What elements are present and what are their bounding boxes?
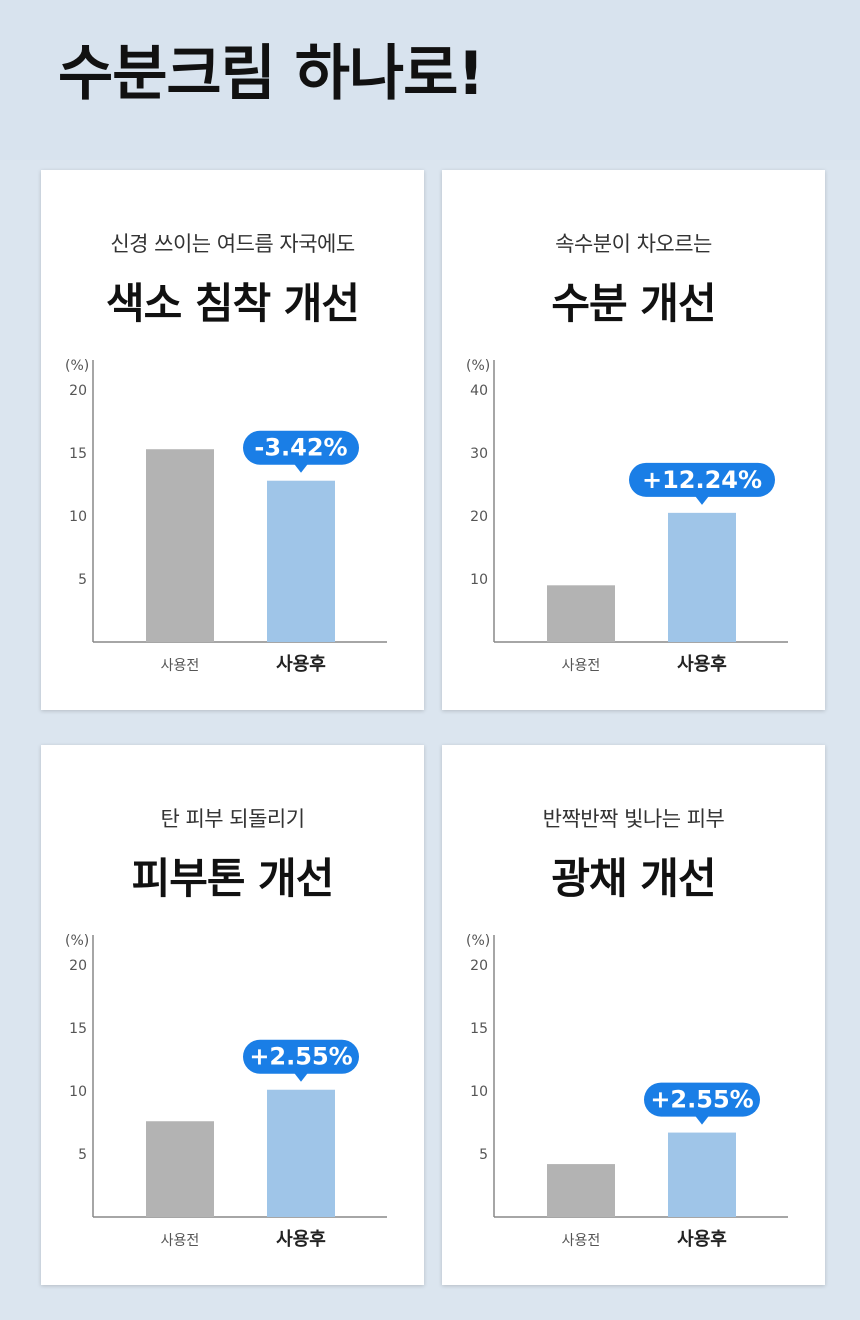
card-subtitle: 신경 쓰이는 여드름 자국에도 xyxy=(110,232,355,256)
bar-chart: (%) 10 20 30 40 사용전 사용후 +12.24% xyxy=(466,358,788,675)
card-subtitle: 반짝반짝 빛나는 피부 xyxy=(542,807,725,831)
y-tick-label: 5 xyxy=(479,1147,488,1163)
y-unit-label: (%) xyxy=(466,358,490,374)
y-unit-label: (%) xyxy=(466,933,490,949)
change-badge-label: -3.42% xyxy=(254,434,347,462)
bar-chart: (%) 5 10 15 20 사용전 사용후 +2.55% xyxy=(65,933,387,1250)
page-title: 수분크림 하나로! xyxy=(58,39,485,109)
badge-pointer xyxy=(695,1115,709,1125)
change-badge-label: +12.24% xyxy=(642,466,762,494)
chart-card-skintone: 탄 피부 되돌리기 피부톤 개선 (%) 5 10 15 20 사용전 사용후 +2.55% xyxy=(41,745,424,1285)
bar-after xyxy=(668,512,736,642)
bar-before xyxy=(547,585,615,642)
y-tick-label: 20 xyxy=(69,958,87,974)
bar-chart: (%) 5 10 15 20 사용전 사용후 -3.42% xyxy=(65,358,387,675)
y-tick-label: 20 xyxy=(470,958,488,974)
card-title: 피부톤 개선 xyxy=(131,854,335,903)
y-tick-label: 10 xyxy=(470,1084,488,1100)
bar-after xyxy=(267,1089,335,1217)
y-tick-label: 20 xyxy=(470,509,488,525)
y-unit-label: (%) xyxy=(65,933,89,949)
y-tick-label: 30 xyxy=(470,446,488,462)
y-tick-label: 40 xyxy=(470,383,488,399)
change-badge xyxy=(243,1039,359,1074)
bar-before xyxy=(146,449,214,642)
y-tick-label: 10 xyxy=(470,572,488,588)
change-badge xyxy=(644,1082,760,1117)
bar-after xyxy=(668,1132,736,1217)
bar-after xyxy=(267,480,335,642)
card-title: 색소 침착 개선 xyxy=(105,279,360,328)
x-category-label: 사용전 xyxy=(161,658,200,674)
x-category-label: 사용전 xyxy=(161,1233,200,1249)
bar-before xyxy=(146,1121,214,1217)
change-badge xyxy=(629,462,775,497)
x-category-label: 사용전 xyxy=(562,1233,601,1249)
badge-pointer xyxy=(294,1072,308,1082)
x-category-label: 사용후 xyxy=(677,1229,727,1250)
y-tick-label: 15 xyxy=(69,1021,87,1037)
change-badge xyxy=(243,430,359,465)
y-tick-label: 5 xyxy=(78,572,87,588)
y-unit-label: (%) xyxy=(65,358,89,374)
badge-pointer xyxy=(294,463,308,473)
y-tick-label: 10 xyxy=(69,1084,87,1100)
chart-card-moisture: 속수분이 차오르는 수분 개선 (%) 10 20 30 40 사용전 사용후 +12.24% xyxy=(442,170,825,710)
card-subtitle: 탄 피부 되돌리기 xyxy=(160,807,305,831)
card-title: 수분 개선 xyxy=(551,279,716,328)
card-subtitle: 속수분이 차오르는 xyxy=(555,232,712,256)
header: 수분크림 하나로! xyxy=(0,0,860,160)
y-tick-label: 20 xyxy=(69,383,87,399)
bar-before xyxy=(547,1164,615,1217)
chart-card-pigmentation: 신경 쓰이는 여드름 자국에도 색소 침착 개선 (%) 5 10 15 20 사용전 사용… xyxy=(41,170,424,710)
bar-chart: (%) 5 10 15 20 사용전 사용후 +2.55% xyxy=(466,933,788,1250)
change-badge-label: +2.55% xyxy=(249,1043,352,1071)
x-category-label: 사용후 xyxy=(677,654,727,675)
y-tick-label: 15 xyxy=(69,446,87,462)
chart-card-radiance: 반짝반짝 빛나는 피부 광채 개선 (%) 5 10 15 20 사용전 사용후 +2.55% xyxy=(442,745,825,1285)
x-category-label: 사용후 xyxy=(276,1229,326,1250)
change-badge-label: +2.55% xyxy=(650,1086,753,1114)
x-category-label: 사용후 xyxy=(276,654,326,675)
x-category-label: 사용전 xyxy=(562,658,601,674)
y-tick-label: 15 xyxy=(470,1021,488,1037)
y-tick-label: 10 xyxy=(69,509,87,525)
y-tick-label: 5 xyxy=(78,1147,87,1163)
badge-pointer xyxy=(695,495,709,505)
card-title: 광채 개선 xyxy=(551,854,716,903)
